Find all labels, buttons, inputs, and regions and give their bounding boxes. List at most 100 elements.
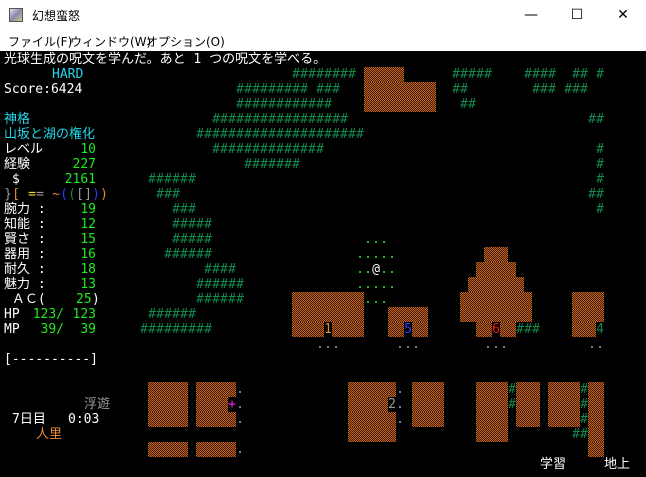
lit-floor-tile: . bbox=[372, 292, 380, 307]
wall-tile bbox=[500, 322, 508, 337]
wall-tile bbox=[148, 442, 156, 457]
wall-tile bbox=[348, 292, 356, 307]
score: Score:6424 bbox=[4, 82, 83, 97]
wall-tile bbox=[492, 307, 500, 322]
wall-tile bbox=[308, 322, 316, 337]
stat-label: 賢さ : bbox=[4, 232, 46, 247]
tree-tile: # bbox=[252, 82, 260, 97]
wall-tile bbox=[420, 397, 428, 412]
shop-entrance-5[interactable]: 5 bbox=[404, 322, 412, 337]
wall-tile bbox=[380, 412, 388, 427]
tree-tile: # bbox=[596, 202, 604, 217]
floor-tile: . bbox=[492, 337, 500, 352]
wall-tile bbox=[180, 412, 188, 427]
wall-tile bbox=[532, 412, 540, 427]
wall-tile bbox=[428, 97, 436, 112]
equipment-slot: = bbox=[28, 187, 36, 202]
shop-entrance-6[interactable]: 6 bbox=[492, 322, 500, 337]
tree-tile: # bbox=[580, 412, 588, 427]
door-tile[interactable]: + bbox=[228, 397, 236, 412]
tree-tile: # bbox=[204, 262, 212, 277]
ac-close: ) bbox=[92, 292, 100, 307]
equipment-slot: ( bbox=[60, 187, 68, 202]
wall-tile bbox=[588, 412, 596, 427]
tree-tile: # bbox=[284, 82, 292, 97]
wall-tile bbox=[564, 412, 572, 427]
wall-tile bbox=[468, 277, 476, 292]
wall-tile bbox=[380, 82, 388, 97]
gold-value: 2161 bbox=[64, 172, 96, 187]
tree-tile: # bbox=[252, 127, 260, 142]
tree-tile: # bbox=[164, 247, 172, 262]
wall-tile bbox=[500, 277, 508, 292]
equipment-slot: ( bbox=[68, 187, 76, 202]
shop-entrance-2[interactable]: 2 bbox=[388, 397, 396, 412]
wall-tile bbox=[364, 97, 372, 112]
shop-entrance-4[interactable]: 4 bbox=[596, 322, 604, 337]
tree-tile: # bbox=[580, 67, 588, 82]
wall-tile bbox=[148, 412, 156, 427]
tree-tile: # bbox=[204, 247, 212, 262]
tree-tile: # bbox=[188, 307, 196, 322]
tree-tile: # bbox=[356, 127, 364, 142]
lit-floor-tile: . bbox=[372, 232, 380, 247]
tree-tile: # bbox=[300, 112, 308, 127]
wall-tile bbox=[500, 262, 508, 277]
tree-tile: # bbox=[196, 322, 204, 337]
maximize-button[interactable]: ☐ bbox=[570, 7, 584, 23]
tree-tile: # bbox=[172, 322, 180, 337]
gold-label: $ bbox=[12, 172, 20, 187]
tree-tile: # bbox=[524, 67, 532, 82]
tree-tile: # bbox=[596, 142, 604, 157]
wall-tile bbox=[500, 427, 508, 442]
menu-window[interactable]: ウィンドウ(W) bbox=[70, 35, 152, 49]
shop-entrance-1[interactable]: 1 bbox=[324, 322, 332, 337]
tree-tile: # bbox=[212, 112, 220, 127]
wall-tile bbox=[332, 292, 340, 307]
tree-tile: # bbox=[532, 82, 540, 97]
tree-tile: # bbox=[212, 277, 220, 292]
wall-tile bbox=[524, 382, 532, 397]
tree-tile: # bbox=[236, 97, 244, 112]
wall-tile bbox=[204, 397, 212, 412]
wall-tile bbox=[164, 442, 172, 457]
tree-tile: # bbox=[276, 97, 284, 112]
menu-options[interactable]: オプション(O) bbox=[146, 35, 225, 49]
level-value: 10 bbox=[80, 142, 96, 157]
tree-tile: # bbox=[452, 67, 460, 82]
tree-tile: # bbox=[268, 82, 276, 97]
wall-tile bbox=[396, 82, 404, 97]
lit-floor-tile: . bbox=[380, 247, 388, 262]
tree-tile: # bbox=[188, 172, 196, 187]
equipment-slot: ) bbox=[92, 187, 100, 202]
wall-tile bbox=[412, 322, 420, 337]
stat-value: 15 bbox=[80, 232, 96, 247]
tree-tile: # bbox=[540, 67, 548, 82]
minimize-button[interactable]: — bbox=[524, 7, 538, 23]
game-terminal[interactable]: 光球生成の呪文を学んだ。あと 1 つの呪文を学べる。 HARD Score:64… bbox=[0, 51, 646, 477]
wall-tile bbox=[596, 307, 604, 322]
wall-tile bbox=[524, 307, 532, 322]
wall-tile bbox=[212, 397, 220, 412]
tree-tile: # bbox=[268, 127, 276, 142]
wall-tile bbox=[164, 382, 172, 397]
tree-tile: # bbox=[244, 127, 252, 142]
wall-tile bbox=[164, 412, 172, 427]
tree-tile: # bbox=[180, 217, 188, 232]
tree-tile: # bbox=[212, 127, 220, 142]
close-button[interactable]: ✕ bbox=[617, 7, 629, 23]
wall-tile bbox=[292, 307, 300, 322]
tree-tile: # bbox=[236, 127, 244, 142]
tree-tile: # bbox=[228, 262, 236, 277]
wall-tile bbox=[460, 307, 468, 322]
tree-tile: # bbox=[460, 97, 468, 112]
wall-tile bbox=[524, 292, 532, 307]
equipment-slot bbox=[44, 187, 52, 202]
tree-tile: # bbox=[252, 97, 260, 112]
wall-tile bbox=[348, 382, 356, 397]
wall-tile bbox=[420, 82, 428, 97]
menu-file[interactable]: ファイル(F) bbox=[8, 35, 73, 49]
tree-tile: # bbox=[332, 67, 340, 82]
wall-tile bbox=[180, 382, 188, 397]
tree-tile: # bbox=[196, 232, 204, 247]
